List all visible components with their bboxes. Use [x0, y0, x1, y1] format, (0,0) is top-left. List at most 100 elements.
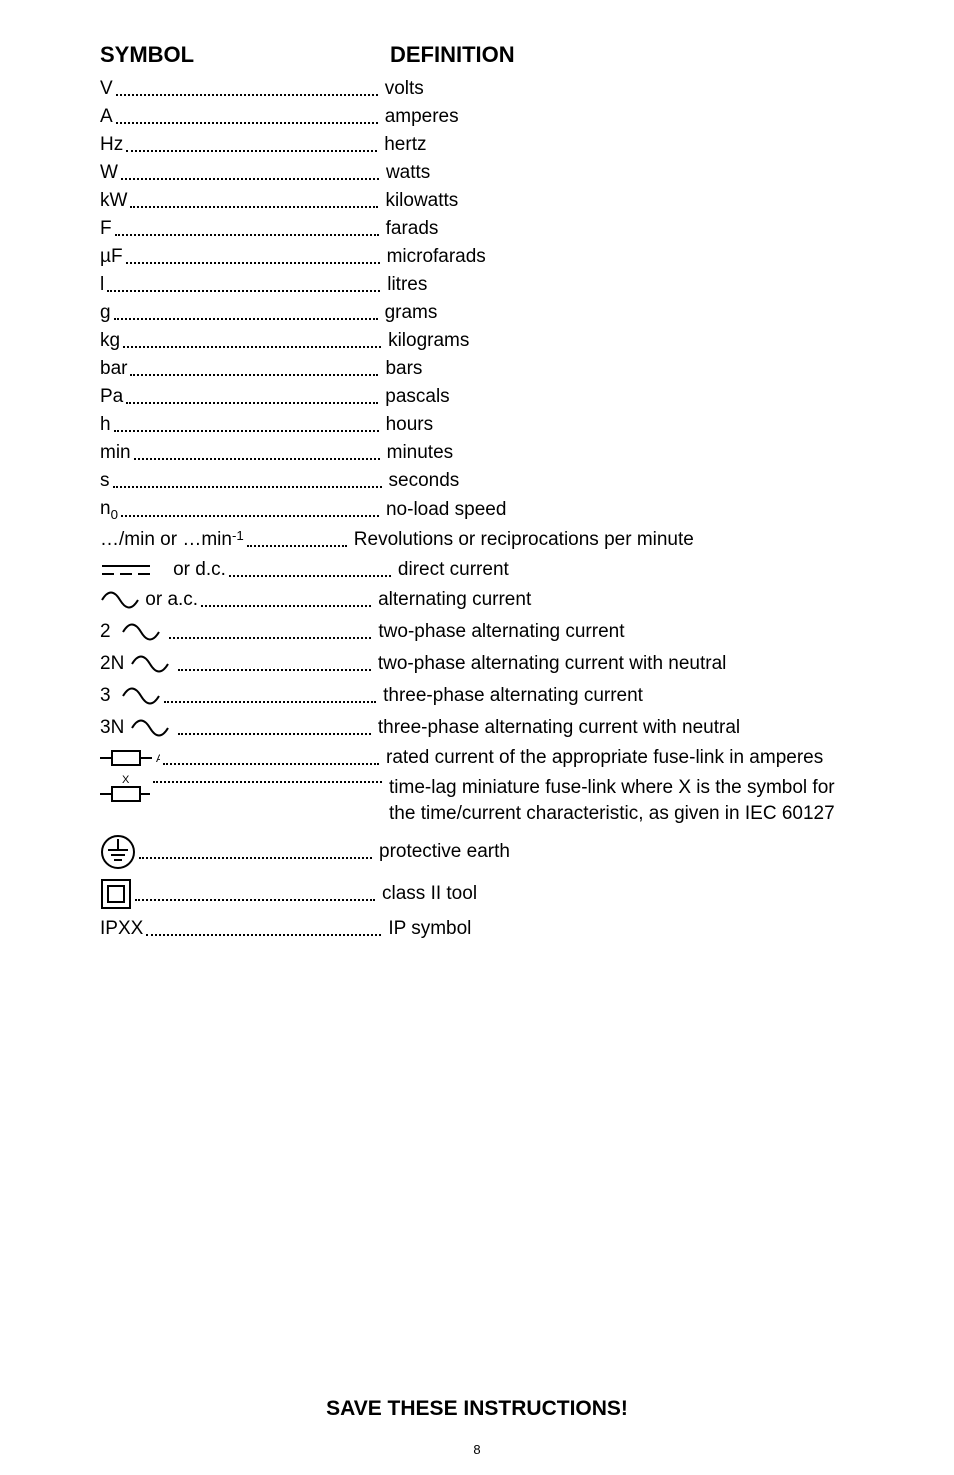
symbol-after-text [170, 717, 175, 739]
earth-icon [100, 834, 136, 870]
entry-row: …/min or …min-1Revolutions or reciprocat… [100, 528, 854, 553]
symbol-col: …/min or …min-1 [100, 528, 244, 553]
definition-text: microfarads [387, 246, 486, 268]
symbol-text: n0 [100, 498, 118, 522]
entry-row: protective earth [100, 834, 854, 870]
entry-row: n0no-load speed [100, 498, 854, 522]
page-number: 8 [0, 1442, 954, 1457]
ac-icon [100, 587, 140, 613]
leader-dots [139, 857, 372, 859]
symbol-col: bar [100, 358, 127, 380]
symbol-text: 3 [100, 685, 121, 707]
entry-row: Wwatts [100, 162, 854, 184]
ac-icon [130, 715, 170, 741]
symbol-col: W [100, 162, 118, 184]
leader-dots [130, 374, 378, 376]
symbol-text: A [100, 106, 113, 128]
entry-row: min minutes [100, 442, 854, 464]
leader-dots [123, 346, 381, 348]
symbol-col: n0 [100, 498, 118, 522]
symbol-after-text: or a.c. [140, 589, 198, 611]
symbol-text: µF [100, 246, 123, 268]
symbol-text: Hz [100, 134, 123, 156]
entry-row: kWkilowatts [100, 190, 854, 212]
symbol-text: 2 [100, 621, 121, 643]
definition-text: three-phase alternating current with neu… [378, 717, 740, 739]
entry-row: s seconds [100, 470, 854, 492]
symbol-text: 2N [100, 653, 130, 675]
symbol-col: A [100, 747, 160, 769]
symbol-text: s [100, 470, 110, 492]
definition-text: minutes [387, 442, 454, 464]
symbol-col: F [100, 218, 112, 240]
definition-text: volts [385, 78, 424, 100]
symbol-text: IPXX [100, 918, 143, 940]
entries-list: VvoltsAamperesHzhertzWwattskWkilowattsFf… [100, 78, 854, 940]
leader-dots [163, 763, 379, 765]
symbol-text: W [100, 162, 118, 184]
symbol-text: 3N [100, 717, 130, 739]
symbol-col: l [100, 274, 104, 296]
symbol-col: 2 [100, 619, 166, 645]
definition-text: two-phase alternating current with neutr… [378, 653, 727, 675]
entry-row: Pa pascals [100, 386, 854, 408]
header-definition: DEFINITION [390, 42, 515, 68]
definition-text: IP symbol [388, 918, 471, 940]
leader-dots [126, 262, 380, 264]
symbol-col: µF [100, 246, 123, 268]
symbol-col: min [100, 442, 131, 464]
entry-row: 2 two-phase alternating current [100, 619, 854, 645]
entry-row: or d.c. direct current [100, 559, 854, 581]
symbol-text: F [100, 218, 112, 240]
leader-dots [114, 430, 379, 432]
leader-dots [115, 234, 379, 236]
entry-row: Aamperes [100, 106, 854, 128]
leader-dots [121, 178, 379, 180]
entry-row: Ffarads [100, 218, 854, 240]
ac-icon [130, 651, 170, 677]
definition-text: bars [385, 358, 422, 380]
symbol-col: IPXX [100, 918, 143, 940]
entry-row: bar bars [100, 358, 854, 380]
entry-row: IPXX IP symbol [100, 918, 854, 940]
leader-dots [107, 290, 380, 292]
entry-row: or a.c. alternating current [100, 587, 854, 613]
leader-dots [114, 318, 378, 320]
symbol-col: 2N [100, 651, 175, 677]
definition-text: kilograms [388, 330, 469, 352]
footer-text: SAVE THESE INSTRUCTIONS! [0, 1397, 954, 1421]
entry-row: 3 three-phase alternating current [100, 683, 854, 709]
definition-text: protective earth [379, 841, 510, 863]
symbol-col: X [100, 775, 150, 805]
definition-text: pascals [385, 386, 449, 408]
leader-dots [135, 899, 375, 901]
symbol-text: Pa [100, 386, 123, 408]
fuse-x-icon: X [100, 775, 150, 805]
symbol-text: V [100, 78, 113, 100]
leader-dots [126, 402, 378, 404]
symbol-col [100, 878, 132, 910]
leader-dots [247, 545, 347, 547]
entry-row: Vvolts [100, 78, 854, 100]
leader-dots [164, 701, 376, 703]
definition-text: seconds [389, 470, 460, 492]
definition-text: grams [385, 302, 438, 324]
svg-text:A: A [156, 753, 160, 765]
definition-text: direct current [398, 559, 509, 581]
symbol-col: or d.c. [100, 559, 226, 581]
leader-dots [169, 637, 371, 639]
symbol-col: Pa [100, 386, 123, 408]
definition-text: alternating current [378, 589, 531, 611]
symbol-col: h [100, 414, 111, 436]
leader-dots [178, 733, 371, 735]
symbol-col: g [100, 302, 111, 324]
symbol-after-text [161, 621, 166, 643]
symbol-col [100, 834, 136, 870]
leader-dots [178, 669, 371, 671]
leader-dots [126, 150, 377, 152]
ac-icon [121, 619, 161, 645]
definition-text: three-phase alternating current [383, 685, 643, 707]
leader-dots [134, 458, 380, 460]
symbol-suffix: -1 [232, 528, 244, 553]
symbol-col: kW [100, 190, 127, 212]
